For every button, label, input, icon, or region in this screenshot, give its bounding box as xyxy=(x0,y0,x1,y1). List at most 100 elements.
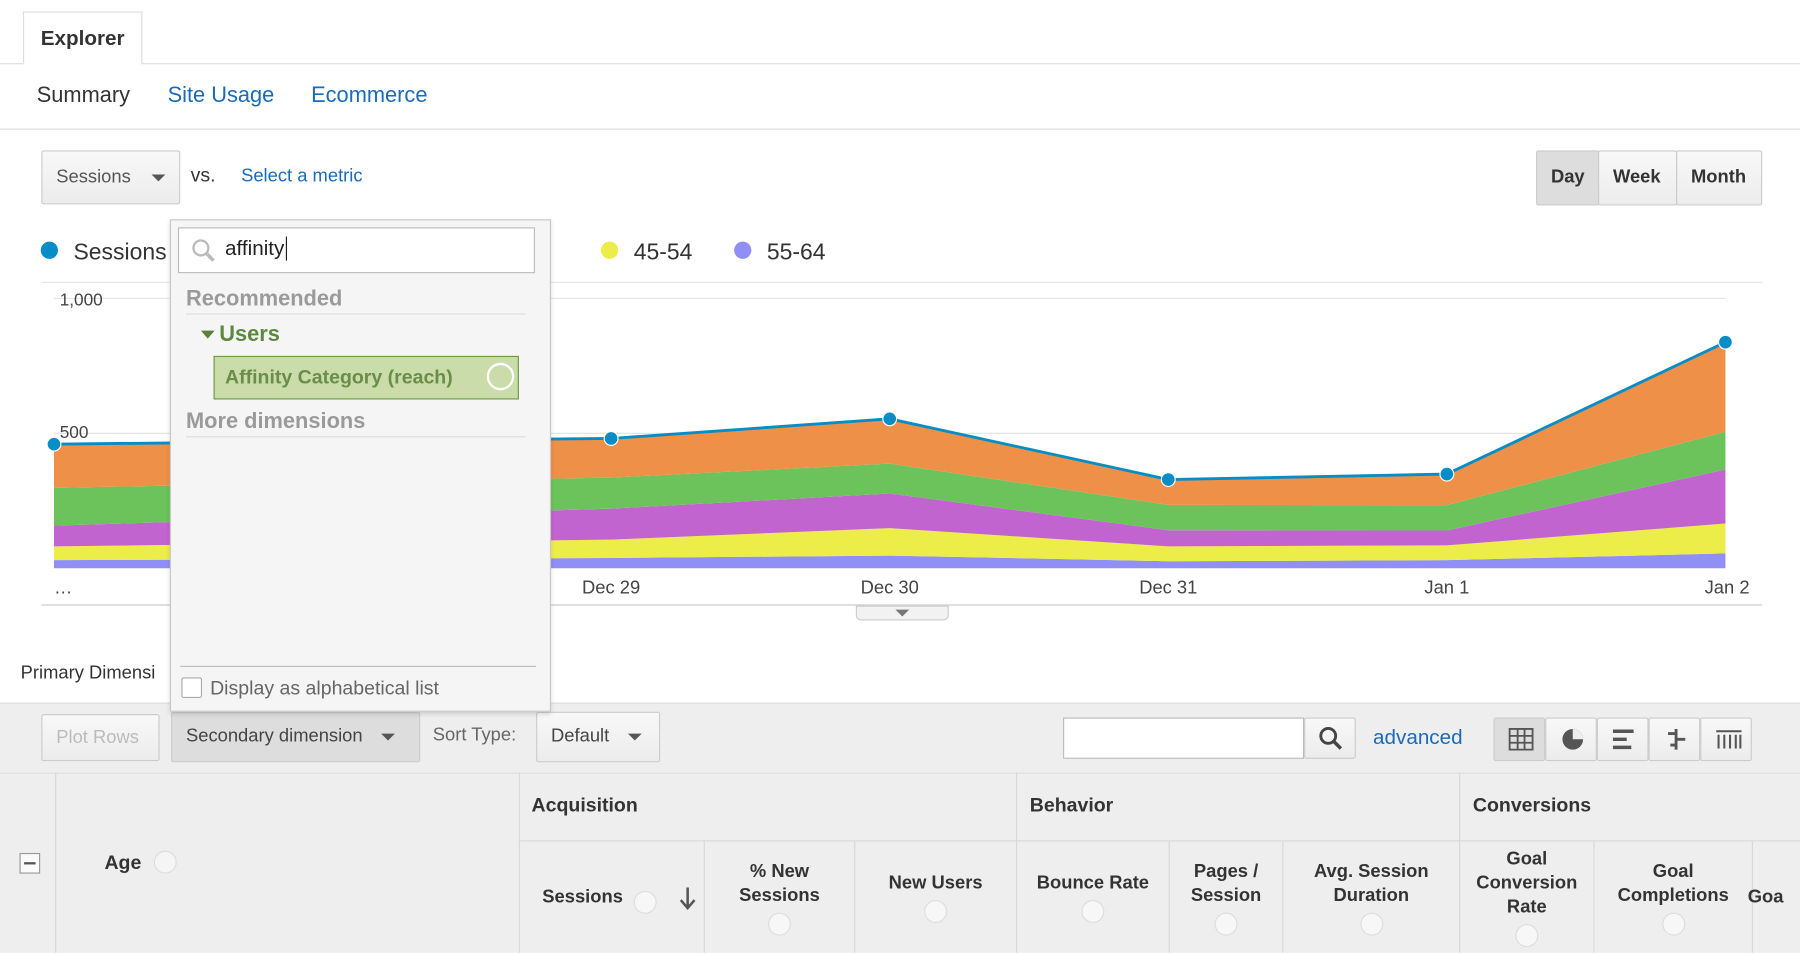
advanced-link[interactable]: advanced xyxy=(1373,725,1463,749)
subnav-item[interactable]: Ecommerce xyxy=(311,83,428,108)
column-label: % New Sessions xyxy=(739,861,820,906)
column-header[interactable]: Bounce Rate xyxy=(1017,841,1170,953)
x-tick-label: Dec 29 xyxy=(582,577,640,598)
checkbox[interactable] xyxy=(181,677,203,698)
help-icon[interactable] xyxy=(486,362,515,391)
group-header: Acquisition xyxy=(531,794,638,817)
group-label[interactable]: Users xyxy=(219,322,280,347)
column-label: Goal Completions xyxy=(1617,861,1729,906)
view-pivot[interactable] xyxy=(1700,717,1752,762)
point xyxy=(882,411,898,427)
dimension-dropdown: affinity Recommended Users Affinity Categor… xyxy=(169,219,552,712)
icon xyxy=(1508,728,1534,751)
caret xyxy=(895,609,910,617)
icon xyxy=(1716,730,1742,749)
search-button[interactable] xyxy=(1304,717,1356,759)
secondary-label: Secondary dimension xyxy=(185,726,363,747)
primary-dimension: Primary Dimensi xyxy=(20,663,156,684)
tab-rule xyxy=(0,63,1800,65)
column-label: Sessions xyxy=(542,887,623,907)
section-header: More dimensions xyxy=(185,410,526,438)
dimension-header[interactable]: Age xyxy=(104,851,142,874)
subnav-item[interactable]: Summary xyxy=(36,83,131,108)
period-button[interactable]: Day xyxy=(1536,150,1600,206)
group-header: Behavior xyxy=(1029,794,1114,817)
x-tick-label: Jan 1 xyxy=(1424,577,1469,598)
x-tick-label: Dec 31 xyxy=(1139,577,1197,598)
secondary-dimension[interactable]: Secondary dimension xyxy=(171,711,421,763)
legend-swatch xyxy=(734,241,752,259)
point xyxy=(603,431,619,446)
icon xyxy=(1562,728,1584,750)
search-icon xyxy=(192,239,215,262)
column-header[interactable]: Sessions xyxy=(519,841,705,953)
sort-select[interactable]: Default xyxy=(536,711,661,763)
sort-value: Default xyxy=(551,726,610,747)
collapse-toggle[interactable] xyxy=(19,852,41,874)
table-search[interactable] xyxy=(1063,717,1305,759)
icon xyxy=(1668,728,1686,750)
item-label: Affinity Category (reach) xyxy=(225,366,453,389)
subnav-item[interactable]: Site Usage xyxy=(167,83,275,108)
select-column xyxy=(0,772,57,953)
point xyxy=(1439,466,1455,482)
column-label: Bounce Rate xyxy=(1036,873,1150,894)
caret xyxy=(380,733,395,741)
plot-rows: Plot Rows xyxy=(41,714,160,762)
sort-label: Sort Type: xyxy=(432,725,517,746)
help-icon xyxy=(1081,900,1105,923)
point xyxy=(1160,472,1176,487)
dimension-column xyxy=(55,772,521,953)
column-header[interactable]: Goa xyxy=(1748,841,1800,952)
caret xyxy=(627,733,642,741)
x-tick-label: Dec 30 xyxy=(861,577,919,598)
column-header[interactable]: New Users xyxy=(855,841,1018,953)
checkbox-label: Display as alphabetical list xyxy=(210,677,439,700)
section-header: Recommended xyxy=(185,287,526,315)
dropdown-rule xyxy=(180,665,537,667)
column-label: Goa xyxy=(1747,887,1784,907)
arrow-icon xyxy=(679,887,696,911)
column-header[interactable]: Goal Conversion Rate xyxy=(1460,841,1595,953)
view-switcher xyxy=(1493,717,1752,762)
point xyxy=(46,436,62,452)
caret xyxy=(151,173,166,181)
y-tick-label: 1,000 xyxy=(60,289,103,309)
column-label: Goal Conversion Rate xyxy=(1476,849,1578,918)
icon xyxy=(1612,729,1634,750)
legend-swatch xyxy=(40,241,58,259)
column-header[interactable]: Avg. Session Duration xyxy=(1283,841,1461,953)
y-tick-label: 500 xyxy=(60,422,89,442)
dropdown-search: affinity xyxy=(177,227,535,274)
view-pie[interactable] xyxy=(1545,717,1597,762)
select-metric[interactable]: Select a metric xyxy=(241,166,363,186)
column-header[interactable]: Goal Completions xyxy=(1595,841,1753,953)
tab[interactable]: Explorer xyxy=(22,11,143,65)
table-header xyxy=(0,772,1800,953)
view-compare[interactable] xyxy=(1648,717,1701,762)
dimension-item[interactable]: Affinity Category (reach) xyxy=(213,355,519,400)
help-icon xyxy=(768,912,791,936)
group-cell xyxy=(518,772,1018,842)
x-tick-label: … xyxy=(54,577,72,598)
help-icon[interactable] xyxy=(153,850,177,874)
column-header[interactable]: % New Sessions xyxy=(705,841,856,953)
period-button[interactable]: Week xyxy=(1598,150,1678,206)
search-text[interactable]: affinity xyxy=(225,236,287,261)
legend-label: 55-64 xyxy=(767,238,826,264)
group-cell xyxy=(1017,772,1461,842)
column-label: New Users xyxy=(888,873,983,894)
column-header[interactable]: Pages / Session xyxy=(1170,841,1284,953)
help-icon xyxy=(1661,912,1685,936)
search-icon xyxy=(1319,726,1343,750)
view-table[interactable] xyxy=(1493,717,1546,762)
vs-label: vs. xyxy=(190,164,216,186)
legend-label: 45-54 xyxy=(634,238,693,264)
metric-select[interactable]: Sessions xyxy=(41,150,181,205)
period-button[interactable]: Month xyxy=(1676,150,1763,206)
column-label: Avg. Session Duration xyxy=(1313,861,1429,906)
group-toggle xyxy=(200,330,215,339)
view-bar[interactable] xyxy=(1596,717,1649,762)
